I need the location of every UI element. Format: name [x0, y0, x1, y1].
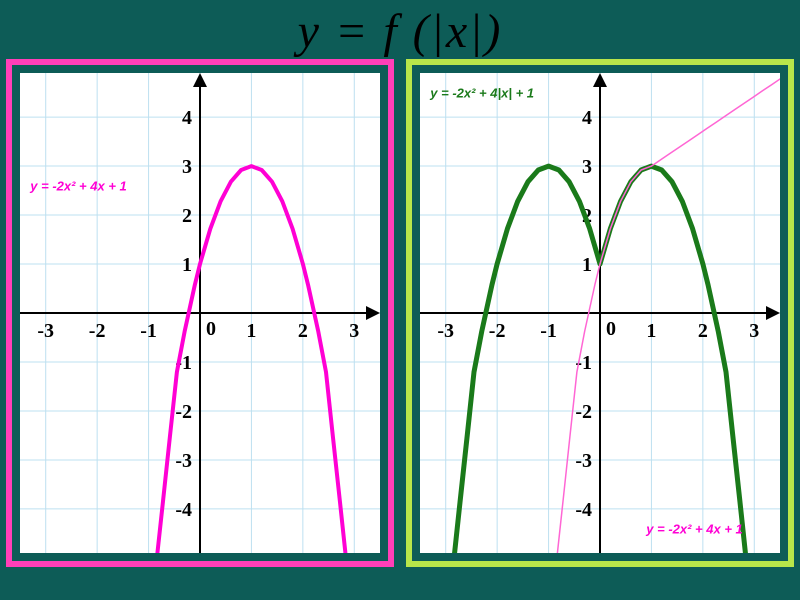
- svg-text:-2: -2: [89, 320, 106, 342]
- right-plot: -3-2-10123-4-3-2-11234y = -2x² + 4|x| + …: [420, 73, 780, 553]
- svg-text:2: 2: [698, 320, 708, 342]
- svg-text:-2: -2: [175, 401, 192, 423]
- page-title: y = f (|x|): [0, 0, 800, 59]
- svg-text:4: 4: [182, 107, 192, 129]
- svg-text:-4: -4: [175, 499, 192, 521]
- svg-text:-2: -2: [489, 320, 506, 342]
- svg-text:y = -2x² + 4x + 1: y = -2x² + 4x + 1: [29, 179, 126, 194]
- svg-text:0: 0: [606, 318, 616, 340]
- svg-text:1: 1: [582, 254, 592, 276]
- svg-text:-4: -4: [575, 499, 592, 521]
- svg-text:3: 3: [182, 156, 192, 178]
- svg-text:-3: -3: [575, 450, 592, 472]
- svg-text:3: 3: [749, 320, 759, 342]
- svg-text:3: 3: [349, 320, 359, 342]
- svg-text:y = -2x² + 4x + 1: y = -2x² + 4x + 1: [645, 521, 742, 536]
- svg-text:1: 1: [182, 254, 192, 276]
- svg-text:-1: -1: [540, 320, 557, 342]
- svg-text:-3: -3: [175, 450, 192, 472]
- svg-text:0: 0: [206, 318, 216, 340]
- panels-row: -3-2-10123-4-3-2-11234y = -2x² + 4x + 1 …: [0, 59, 800, 567]
- svg-text:-3: -3: [37, 320, 54, 342]
- svg-text:y = -2x² + 4|x| + 1: y = -2x² + 4|x| + 1: [429, 85, 534, 100]
- svg-text:4: 4: [582, 107, 592, 129]
- svg-text:-1: -1: [140, 320, 157, 342]
- svg-text:3: 3: [582, 156, 592, 178]
- right-panel: -3-2-10123-4-3-2-11234y = -2x² + 4|x| + …: [406, 59, 794, 567]
- svg-text:-3: -3: [437, 320, 454, 342]
- svg-text:-2: -2: [575, 401, 592, 423]
- svg-text:2: 2: [182, 205, 192, 227]
- svg-text:2: 2: [298, 320, 308, 342]
- svg-text:1: 1: [246, 320, 256, 342]
- svg-text:1: 1: [646, 320, 656, 342]
- left-panel: -3-2-10123-4-3-2-11234y = -2x² + 4x + 1: [6, 59, 394, 567]
- left-plot: -3-2-10123-4-3-2-11234y = -2x² + 4x + 1: [20, 73, 380, 553]
